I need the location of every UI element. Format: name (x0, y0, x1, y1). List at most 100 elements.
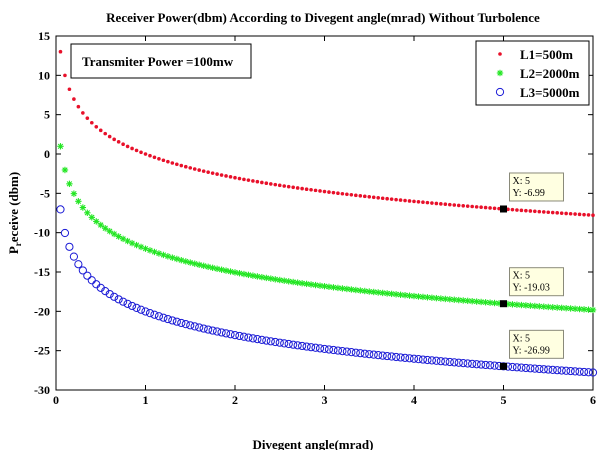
data-point (573, 212, 577, 216)
data-point (230, 330, 240, 340)
data-point (430, 201, 434, 205)
data-point (387, 352, 396, 361)
y-tick-label: 15 (38, 29, 50, 43)
data-point (242, 177, 246, 182)
data-point (263, 274, 270, 282)
data-point (141, 307, 150, 316)
data-point (251, 179, 255, 183)
data-point (312, 281, 319, 289)
data-point (84, 209, 91, 217)
data-point (555, 211, 559, 215)
chart-title: Receiver Power(dbm) According to Divegen… (106, 10, 540, 25)
legend-marker (495, 87, 505, 97)
data-point (553, 366, 562, 375)
data-point (315, 344, 325, 353)
data-point (536, 303, 543, 310)
data-point (132, 303, 141, 312)
data-point (358, 194, 363, 198)
data-point (409, 354, 419, 363)
data-point (254, 273, 261, 280)
data-point (276, 276, 283, 284)
datatip-layer: X: 5Y: -6.99X: 5Y: -19.03X: 5Y: -26.99 (500, 172, 564, 370)
power-annotation-text: Transmiter Power =100mw (82, 54, 234, 69)
data-point (454, 358, 463, 367)
data-point (412, 199, 416, 204)
data-point (70, 190, 78, 197)
data-point (360, 349, 369, 358)
data-point (218, 266, 225, 273)
data-point (163, 314, 172, 324)
data-point (172, 317, 181, 326)
data-point (78, 266, 87, 275)
data-point (530, 364, 539, 373)
data-point (177, 318, 186, 328)
data-point (168, 316, 177, 325)
data-point (235, 331, 244, 341)
data-point (237, 176, 242, 181)
data-point (452, 203, 457, 207)
datatip-y-text: Y: -6.99 (513, 188, 545, 199)
data-point (540, 303, 547, 310)
data-point (90, 120, 94, 125)
data-point (255, 179, 260, 184)
data-point (519, 208, 524, 213)
data-point (414, 355, 423, 364)
data-point (528, 209, 533, 213)
data-point (190, 322, 199, 331)
data-point (389, 197, 394, 201)
data-point (456, 203, 461, 208)
data-point (258, 273, 266, 281)
data-point (267, 275, 274, 282)
data-point (474, 205, 479, 209)
data-point (392, 352, 401, 362)
data-point (448, 202, 452, 207)
data-point (591, 213, 595, 218)
data-point (249, 272, 257, 279)
data-point (112, 137, 116, 142)
y-tick-label: -25 (34, 344, 50, 358)
legend-label: L2=2000m (520, 66, 580, 81)
data-point (271, 337, 280, 347)
y-tick-label: 0 (44, 147, 50, 161)
data-point (182, 258, 189, 265)
data-point (239, 332, 249, 341)
data-point (537, 209, 542, 214)
data-point (295, 186, 300, 190)
data-point (75, 198, 82, 205)
data-point (394, 197, 398, 202)
data-point (94, 124, 99, 129)
data-point (208, 326, 217, 335)
data-point (499, 362, 508, 371)
data-point (169, 254, 176, 261)
data-point (383, 351, 392, 361)
data-point (173, 255, 181, 263)
data-point (434, 201, 439, 206)
data-point (123, 299, 132, 308)
data-point (320, 344, 329, 354)
data-point (586, 213, 591, 217)
datatip-box (509, 329, 564, 359)
data-point (97, 221, 104, 229)
data-point (303, 280, 310, 288)
data-point (294, 279, 301, 286)
data-point (161, 158, 166, 163)
data-point (244, 333, 253, 342)
data-point (66, 180, 73, 188)
data-point (196, 261, 203, 268)
data-point (321, 283, 328, 290)
data-point (354, 193, 358, 198)
datatip-y-text: Y: -19.03 (513, 283, 550, 294)
x-tick-label: 2 (232, 393, 238, 407)
data-point (121, 142, 125, 147)
data-point (443, 202, 448, 207)
data-point (277, 183, 282, 188)
data-point (307, 281, 315, 288)
datatip-x-text: X: 5 (513, 176, 531, 187)
data-point (550, 210, 555, 215)
data-point (508, 362, 517, 372)
data-point (575, 367, 584, 376)
legend-label: L1=500m (520, 47, 573, 62)
series-1 (58, 49, 595, 218)
data-point (281, 277, 288, 284)
data-point (324, 345, 334, 354)
